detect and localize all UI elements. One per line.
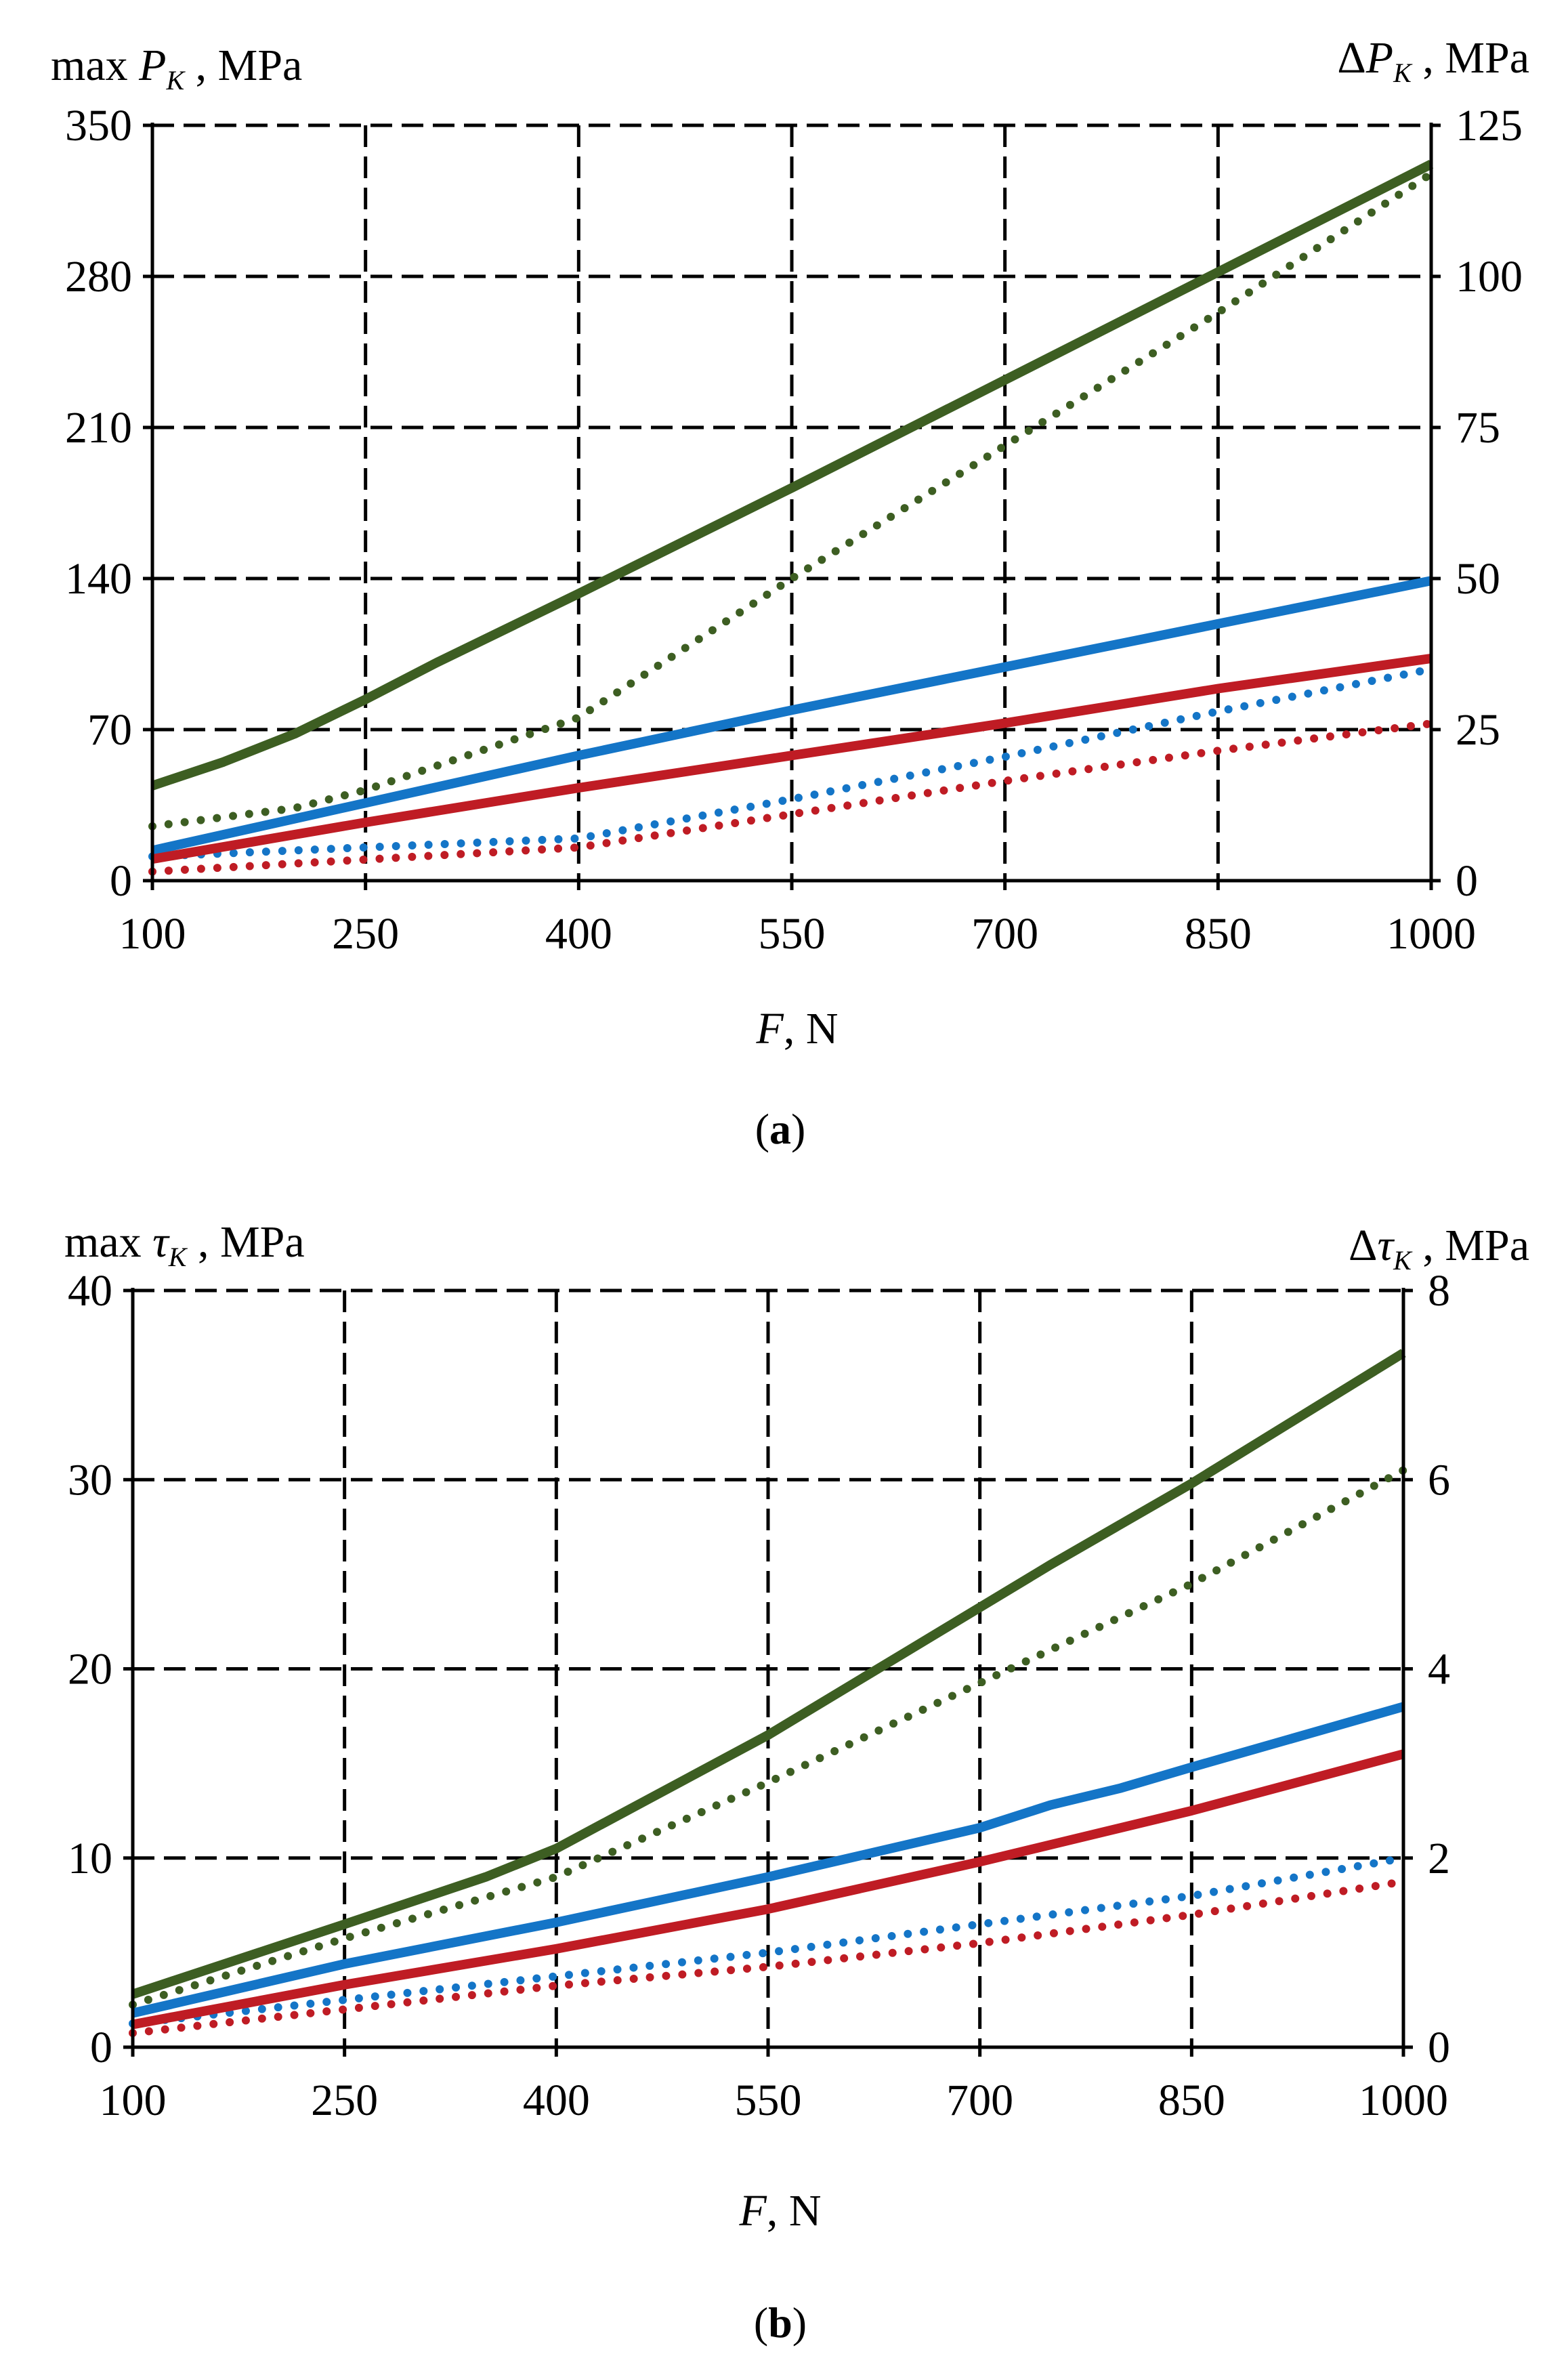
chart-a-y-right-tick-label: 125 [1456,101,1523,150]
chart-a-x-tick-label: 400 [545,909,612,959]
chart-a-ylabel-right: ΔPK , MPa [1337,33,1529,88]
chart-b-y-left-tick-label: 20 [68,1645,112,1694]
chart-a-x-tick-label: 100 [119,909,186,959]
chart-b-y-right-tick-label: 4 [1428,1645,1450,1694]
chart-a-x-tick-label: 550 [759,909,826,959]
chart-b-series [129,1349,1407,2038]
chart-b-y-right-tick-label: 6 [1428,1455,1450,1505]
chart-a-y-left-tick-label: 0 [110,856,132,906]
chart-b-series-blue-solid [131,1702,1405,2018]
chart-b-x-tick-label: 850 [1158,2076,1225,2125]
chart-b-y-right-tick-label: 2 [1428,1834,1450,1883]
chart-b-y-left-tick-label: 30 [68,1455,112,1505]
chart-b-x-tick-label: 700 [946,2076,1013,2125]
chart-a-y-right-tick-label: 100 [1456,252,1523,301]
chart-a-series-red-dotted [148,719,1435,876]
chart-a-x-tick-label: 1000 [1386,909,1476,959]
chart-a-series-blue-dotted [148,665,1435,861]
chart-b-y-left-tick-label: 40 [68,1266,112,1316]
chart-b-y-left-tick-label: 0 [90,2023,112,2072]
chart-a-series [148,160,1435,876]
chart-a-x-tick-label: 850 [1185,909,1252,959]
chart-b-axes [123,1288,1413,2057]
chart-a-y-right-tick-label: 25 [1456,705,1500,755]
chart-a-y-right-tick-label: 0 [1456,856,1478,906]
chart-b-grid [133,1288,1403,2047]
chart-b-x-tick-label: 550 [735,2076,802,2125]
chart-a-y-left-tick-label: 280 [65,252,132,301]
chart-b-y-right-tick-label: 0 [1428,2023,1450,2072]
chart-b-caption: (b) [754,2299,807,2347]
chart-b-series-red-dotted [129,1877,1407,2038]
chart-a-y-left-tick-label: 70 [87,705,132,755]
chart-a-labels: 100 250 400 550 700 850 1000070140210280350025… [65,101,1523,959]
chart-a-series-blue-solid [151,576,1433,856]
chart-a-caption: (a) [755,1105,806,1153]
chart-a: 100 250 400 550 700 850 1000070140210280350025… [51,33,1529,1153]
chart-a-series-green-dotted [148,169,1435,831]
chart-b-y-left-tick-label: 10 [68,1834,112,1883]
chart-a-y-left-tick-label: 350 [65,101,132,150]
chart-a-y-left-tick-label: 140 [65,554,132,604]
chart-b-ylabel-right: ΔτK , MPa [1349,1221,1529,1276]
chart-a-y-right-tick-label: 75 [1456,403,1500,453]
chart-b-x-tick-label: 400 [523,2076,590,2125]
chart-b-ylabel-left: max τK , MPa [64,1217,305,1272]
chart-b-x-tick-label: 100 [100,2076,167,2125]
chart-a-y-left-tick-label: 210 [65,403,132,453]
chart-a-ylabel-left: max PK , MPa [51,41,302,96]
chart-a-x-tick-label: 250 [332,909,399,959]
chart-a-grid [152,123,1431,881]
chart-a-series-red-solid [151,653,1432,864]
chart-a-series-green-solid [150,160,1434,791]
chart-a-axes [143,123,1441,890]
chart-b-x-tick-label: 250 [311,2076,378,2125]
chart-a-x-tick-label: 700 [971,909,1038,959]
chart-b-series-red-solid [131,1749,1405,2030]
chart-b-y-right-tick-label: 8 [1428,1266,1450,1316]
chart-b-series-green-solid [131,1349,1406,1999]
chart-b-x-tick-label: 1000 [1359,2076,1448,2125]
chart-b-xlabel: F, N [739,2186,822,2236]
chart-a-y-right-tick-label: 50 [1456,554,1500,604]
chart-a-xlabel: F, N [756,1004,839,1053]
chart-b-series-blue-dotted [129,1853,1407,2028]
